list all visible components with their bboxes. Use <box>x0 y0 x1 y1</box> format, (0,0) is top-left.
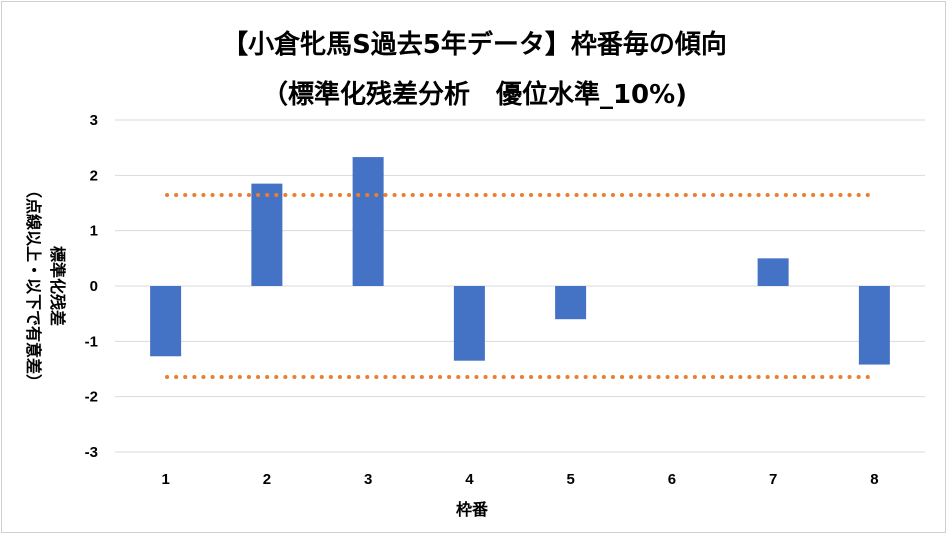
y-tick-label: 0 <box>90 278 98 295</box>
x-tick-label: 7 <box>769 471 777 488</box>
x-tick-label: 1 <box>161 471 169 488</box>
bar-4 <box>453 286 485 361</box>
y-axis-ticks: 3 2 1 0 -1 -2 -3 <box>85 112 98 461</box>
chart-title: 【小倉牝馬S過去5年データ】枠番毎の傾向 <box>222 30 727 60</box>
gridlines <box>115 119 925 453</box>
x-tick-label: 6 <box>668 471 676 488</box>
bar-3 <box>352 157 384 286</box>
y-tick-label: 3 <box>90 112 98 129</box>
y-tick-label: 2 <box>90 167 98 184</box>
x-tick-label: 8 <box>870 471 878 488</box>
y-axis-title-main-group: 標準化残差 <box>48 246 67 326</box>
bar-2 <box>251 183 283 286</box>
bar-1 <box>150 286 182 357</box>
y-axis-title-note: （点線以上・以下で有意差） <box>24 182 43 390</box>
y-tick-label: -1 <box>85 333 98 350</box>
y-tick-label: -2 <box>85 389 98 406</box>
bar-7 <box>757 258 789 286</box>
x-tick-label: 2 <box>263 471 271 488</box>
x-tick-label: 4 <box>465 471 474 488</box>
y-tick-label: -3 <box>85 444 98 461</box>
x-tick-label: 3 <box>364 471 372 488</box>
y-axis-title-main: 標準化残差 <box>48 246 67 326</box>
bar-8 <box>858 286 890 365</box>
bar-5 <box>555 286 587 320</box>
x-tick-label: 5 <box>566 471 574 488</box>
bars <box>150 157 890 365</box>
chart-subtitle: （標準化残差分析 優位水準_10%) <box>261 80 688 110</box>
x-axis-title: 枠番 <box>456 500 489 519</box>
y-axis-title-note-group: （点線以上・以下で有意差） <box>24 182 43 390</box>
y-tick-label: 1 <box>90 223 98 240</box>
significance-lines <box>165 192 872 380</box>
x-axis-ticks: 1 2 3 4 5 6 7 8 <box>161 471 878 488</box>
